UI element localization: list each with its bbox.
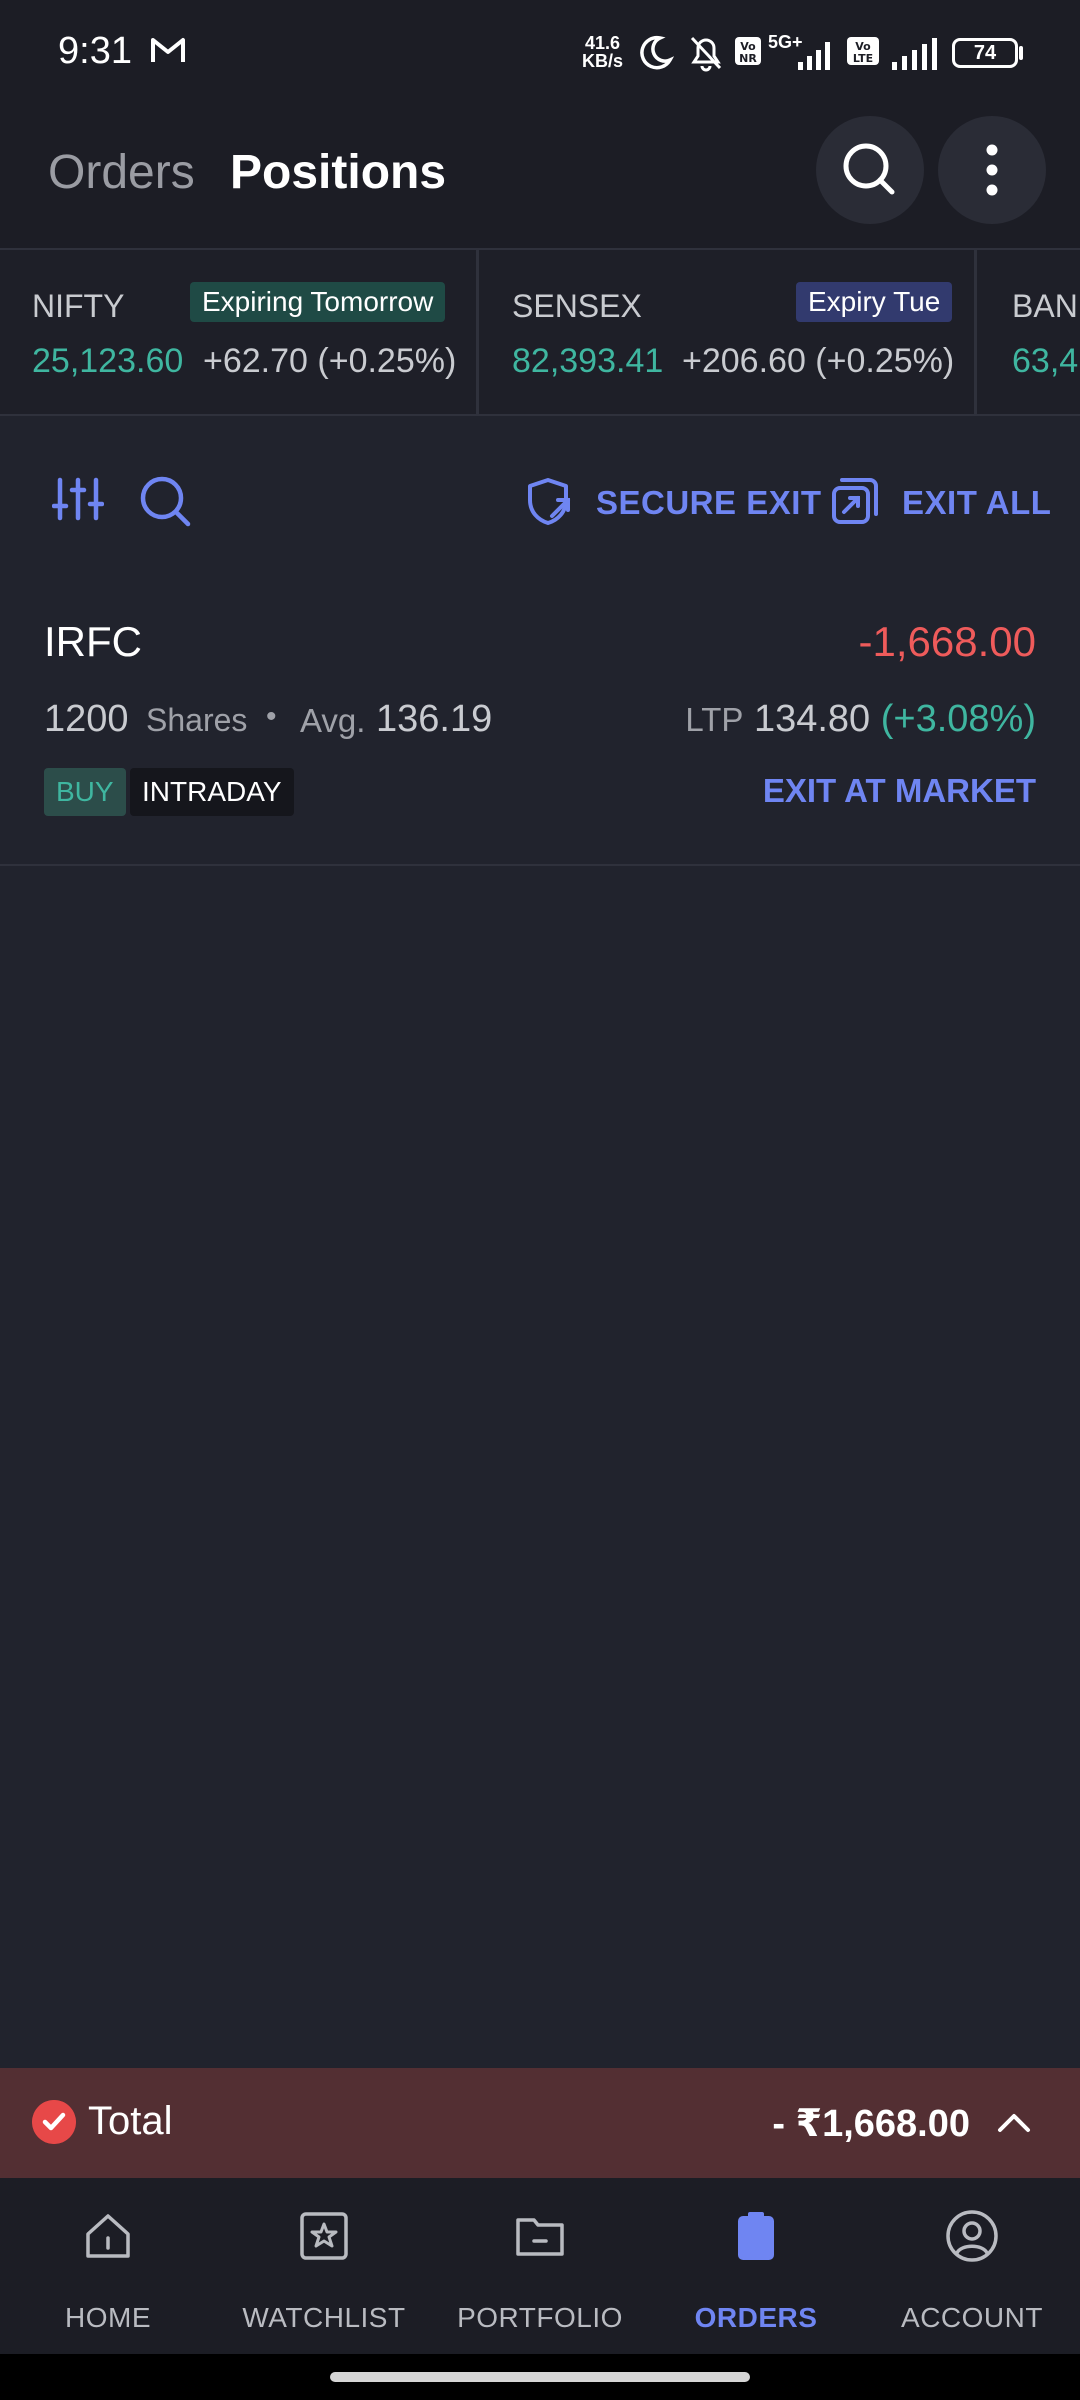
index-name: BAN: [1012, 288, 1078, 324]
bell-muted-icon: [690, 36, 722, 72]
divider: [974, 250, 977, 414]
index-change: +206.60 (+0.25%): [682, 342, 955, 380]
battery-indicator: 74: [952, 38, 1018, 68]
expiry-badge: Expiring Tomorrow: [190, 282, 446, 322]
divider: [476, 250, 479, 414]
network-speed: 41.6 KB/s: [582, 33, 624, 71]
gmail-icon: [151, 38, 185, 62]
network-5g-label: 5G+: [768, 32, 803, 52]
status-bar: [0, 0, 1080, 100]
position-quantity: 1200: [44, 698, 129, 740]
nav-home[interactable]: HOME: [0, 2178, 216, 2354]
ltp-value: 134.80: [753, 698, 871, 740]
more-options-button[interactable]: [938, 116, 1046, 224]
nav-watchlist[interactable]: WATCHLIST: [216, 2178, 432, 2354]
index-name: NIFTY: [32, 288, 125, 324]
check-circle-icon: [32, 2100, 76, 2144]
nav-label: WATCHLIST: [242, 2302, 406, 2333]
bottom-navigation: [0, 2178, 1080, 2354]
quantity-unit: Shares: [146, 702, 248, 738]
svg-text:Vo: Vo: [855, 40, 871, 53]
index-ticker-strip[interactable]: NIFTY Expiring Tomorrow 25,123.60 +62.70…: [0, 248, 1080, 416]
product-badge: INTRADAY: [130, 768, 294, 816]
chevron-up-icon[interactable]: [996, 2108, 1032, 2136]
nav-portfolio[interactable]: PORTFOLIO: [432, 2178, 648, 2354]
nav-orders[interactable]: ORDERS: [648, 2178, 864, 2354]
home-icon: [86, 2214, 130, 2258]
ltp-group: LTP 134.80 (+3.08%): [685, 698, 1036, 741]
total-pnl-bar[interactable]: [0, 2068, 1080, 2178]
exit-all-label: EXIT ALL: [902, 484, 1052, 521]
tab-orders[interactable]: Orders: [48, 146, 195, 199]
clipboard-icon: [738, 2212, 774, 2260]
shield-exit-icon: [528, 478, 570, 525]
secure-exit-label: SECURE EXIT: [596, 484, 822, 521]
battery-tip: [1019, 46, 1023, 60]
ltp-change: (+3.08%): [880, 698, 1036, 740]
tab-positions[interactable]: Positions: [230, 146, 447, 199]
avg-price-label: Avg.: [300, 702, 366, 739]
nav-label: ORDERS: [694, 2302, 818, 2333]
position-pnl: -1,668.00: [858, 618, 1036, 665]
volte-lte-icon: Vo LTE: [847, 37, 879, 65]
index-value: 63,4: [1012, 342, 1079, 380]
svg-text:LTE: LTE: [853, 52, 873, 65]
moon-icon: [640, 35, 674, 70]
total-value: - ₹1,668.00: [772, 2103, 970, 2145]
avg-price-value: 136.19: [376, 698, 493, 740]
svg-text:NR: NR: [739, 52, 757, 65]
ltp-label: LTP: [685, 701, 744, 738]
nav-account[interactable]: ACCOUNT: [864, 2178, 1080, 2354]
volte-nr-icon: Vo NR: [735, 37, 761, 65]
account-icon: [946, 2210, 998, 2262]
exit-at-market-button[interactable]: EXIT AT MARKET: [762, 772, 1036, 809]
total-label: Total: [88, 2099, 173, 2143]
filter-sliders-icon[interactable]: [52, 474, 104, 524]
index-change: +62.70 (+0.25%): [203, 342, 457, 380]
search-icon: [843, 143, 895, 195]
search-button[interactable]: [816, 116, 924, 224]
side-badge: BUY: [44, 768, 126, 816]
separator-dot: •: [266, 700, 277, 733]
exit-all-icon: [832, 478, 878, 524]
expiry-badge: Expiry Tue: [796, 282, 953, 322]
status-time: 9:31: [58, 30, 132, 72]
svg-text:Vo: Vo: [740, 40, 756, 53]
home-gesture-bar[interactable]: [330, 2372, 750, 2382]
position-symbol: IRFC: [44, 618, 142, 665]
search-icon[interactable]: [136, 472, 194, 530]
index-value: 82,393.41: [512, 342, 664, 380]
nav-label: ACCOUNT: [901, 2302, 1043, 2333]
divider: [0, 864, 1080, 866]
signal-5g-icon: [798, 42, 830, 70]
folder-icon: [516, 2218, 564, 2256]
index-value: 25,123.60: [32, 342, 184, 380]
nav-label: PORTFOLIO: [457, 2302, 623, 2333]
star-icon: [300, 2212, 348, 2260]
nav-label: HOME: [65, 2302, 151, 2333]
index-name: SENSEX: [512, 288, 642, 324]
more-vertical-icon: [986, 144, 998, 196]
signal-icon: [892, 38, 937, 70]
